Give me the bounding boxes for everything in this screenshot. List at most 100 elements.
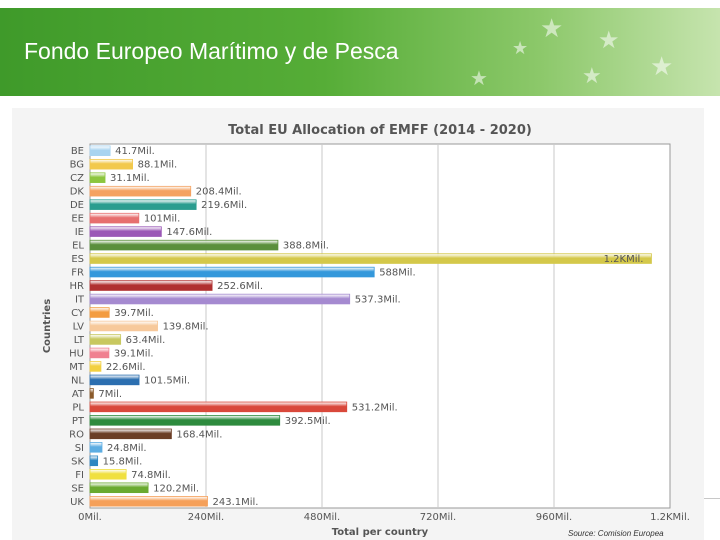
- category-label: DE: [70, 200, 84, 211]
- bar-cz: [89, 172, 106, 183]
- category-label: MT: [69, 362, 85, 373]
- value-label: 63.4Mil.: [126, 335, 166, 346]
- value-label: 88.1Mil.: [138, 160, 178, 171]
- chart-title: Total EU Allocation of EMFF (2014 - 2020…: [228, 123, 532, 138]
- value-label: 39.1Mil.: [114, 348, 154, 359]
- value-label: 74.8Mil.: [131, 470, 171, 481]
- x-tick-label: 720Mil.: [420, 512, 456, 523]
- value-label: 22.6Mil.: [106, 362, 146, 373]
- category-label: LT: [74, 335, 85, 346]
- value-label: 139.8Mil.: [163, 322, 209, 333]
- bar-bg: [89, 158, 133, 170]
- category-label: UK: [70, 497, 84, 508]
- bar-cy: [89, 307, 110, 318]
- value-label: 39.7Mil.: [114, 308, 154, 319]
- bar-uk: [89, 496, 208, 507]
- bar-mt: [89, 361, 102, 372]
- bar-lt: [89, 334, 122, 345]
- bar-at: [89, 388, 94, 399]
- category-label: CZ: [70, 173, 84, 184]
- category-label: PL: [72, 402, 84, 413]
- star-icon: ★: [650, 52, 674, 82]
- title-banner: Fondo Europeo Marítimo y de Pesca ★ ★ ★ …: [0, 8, 720, 96]
- bar-fr: [89, 266, 375, 278]
- category-label: IT: [75, 295, 85, 306]
- category-label: HR: [70, 281, 85, 292]
- bar-si: [89, 442, 103, 453]
- value-label: 219.6Mil.: [201, 200, 247, 211]
- star-icon: ★: [470, 66, 488, 90]
- value-label: 15.8Mil.: [103, 456, 143, 467]
- value-label: 208.4Mil.: [196, 187, 242, 198]
- star-icon: ★: [540, 14, 564, 44]
- bar-de: [89, 199, 197, 210]
- category-label: SI: [75, 443, 84, 454]
- category-label: NL: [71, 375, 84, 386]
- value-label: 101.5Mil.: [144, 375, 190, 386]
- value-label: 41.7Mil.: [115, 146, 155, 157]
- x-tick-label: 1.2KMil.: [650, 512, 690, 523]
- bar-pt: [89, 415, 281, 426]
- bar-ro: [89, 428, 172, 440]
- bar-sk: [89, 455, 99, 467]
- x-tick-label: 240Mil.: [188, 512, 224, 523]
- x-tick-label: 480Mil.: [304, 512, 340, 523]
- y-axis-label: Countries: [42, 299, 53, 353]
- category-label: BE: [71, 146, 84, 157]
- value-label: 252.6Mil.: [217, 281, 263, 292]
- category-label: SK: [71, 456, 84, 467]
- divider: [704, 498, 720, 499]
- value-label: 588Mil.: [379, 268, 415, 279]
- bar-pl: [89, 401, 348, 413]
- category-label: AT: [72, 389, 85, 400]
- star-icon: ★: [582, 64, 602, 89]
- category-label: EE: [71, 214, 84, 225]
- value-label: 147.6Mil.: [166, 227, 212, 238]
- source-note: Source: Comision Europea: [568, 529, 664, 538]
- bar-dk: [89, 185, 192, 197]
- category-label: EL: [72, 241, 84, 252]
- category-label: FI: [75, 470, 84, 481]
- slide-title: Fondo Europeo Marítimo y de Pesca: [24, 38, 399, 64]
- category-label: SE: [71, 483, 84, 494]
- category-label: LV: [73, 322, 84, 333]
- bar-ie: [89, 226, 162, 237]
- value-label: 392.5Mil.: [285, 416, 331, 427]
- category-label: PT: [72, 416, 85, 427]
- bar-lv: [89, 320, 158, 332]
- value-label: 388.8Mil.: [283, 241, 329, 252]
- value-label: 1.2KMil.: [604, 254, 644, 265]
- x-tick-label: 960Mil.: [536, 512, 572, 523]
- bar-ee: [89, 212, 140, 224]
- bar-fi: [89, 469, 127, 480]
- category-label: DK: [70, 187, 85, 198]
- value-label: 168.4Mil.: [176, 429, 222, 440]
- value-label: 531.2Mil.: [352, 402, 398, 413]
- value-label: 24.8Mil.: [107, 443, 147, 454]
- star-icon: ★: [598, 26, 620, 54]
- x-tick-label: 0Mil.: [78, 512, 102, 523]
- category-label: ES: [71, 254, 84, 265]
- bar-se: [89, 482, 149, 494]
- value-label: 7Mil.: [98, 389, 122, 400]
- value-label: 537.3Mil.: [355, 295, 401, 306]
- category-label: BG: [70, 160, 84, 171]
- category-label: RO: [69, 429, 84, 440]
- x-axis-label: Total per country: [332, 527, 429, 538]
- star-icon: ★: [512, 38, 529, 59]
- bar-hr: [89, 280, 213, 291]
- category-label: HU: [69, 348, 84, 359]
- value-label: 101Mil.: [144, 214, 180, 225]
- value-label: 120.2Mil.: [153, 483, 199, 494]
- category-label: CY: [71, 308, 85, 319]
- value-label: 243.1Mil.: [212, 497, 258, 508]
- bar-be: [89, 145, 111, 156]
- category-label: IE: [75, 227, 84, 238]
- bar-hu: [89, 347, 110, 359]
- bar-es: [89, 253, 652, 264]
- bar-nl: [89, 374, 140, 386]
- category-label: FR: [71, 268, 84, 279]
- bar-el: [89, 239, 279, 251]
- value-label: 31.1Mil.: [110, 173, 150, 184]
